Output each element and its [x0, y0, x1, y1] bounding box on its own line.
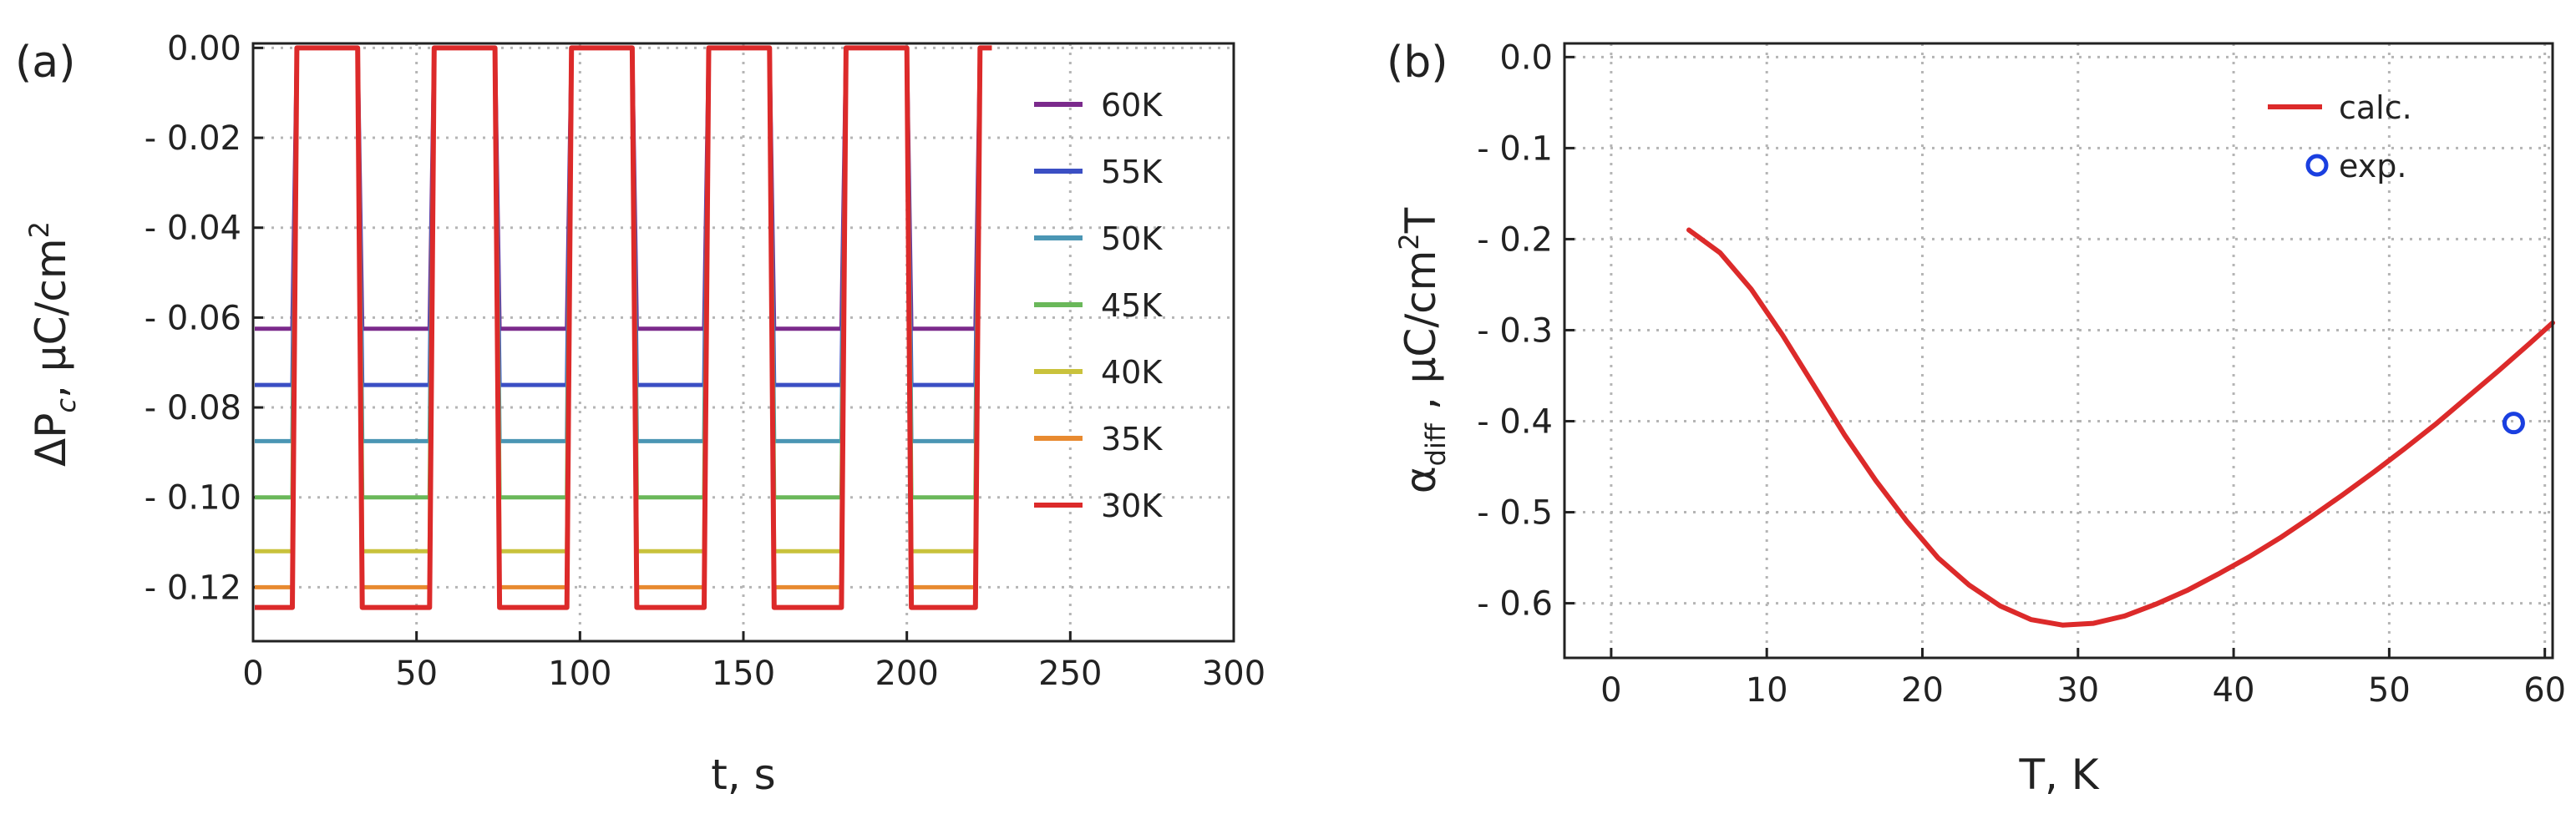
panel-b-legend-marker-exp [2305, 154, 2329, 177]
panel-a-series-45K [255, 45, 992, 500]
panel-b-y-tick-label-2: - 0.2 [1477, 220, 1553, 259]
panel-b-x-tick-label-4: 40 [2213, 671, 2255, 710]
panel-a-y-label-main: ΔP [27, 413, 75, 467]
panel-a-x-tick-label-3: 150 [712, 655, 775, 693]
panel-b-y-tick-label-6: - 0.6 [1477, 585, 1553, 624]
panel-b: (b) 0.0 - 0.1 - 0.2 - 0.3 - 0.4 - 0.5 - 0.6 0 1… [1387, 38, 2566, 799]
panel-b-y-tick-label-3: - 0.3 [1477, 311, 1553, 350]
panel-b-x-tick-label-1: 10 [1746, 671, 1788, 710]
panel-a-legend-label-50K: 50K [1101, 220, 1163, 257]
panel-b-y-label-sub: diff [1420, 422, 1452, 466]
panel-b-y-tick-label-1: - 0.1 [1477, 129, 1553, 168]
panel-a-legend-label-45K: 45K [1101, 287, 1163, 324]
panel-b-legend: calc. exp. [2268, 89, 2412, 185]
panel-b-y-tick-label-5: - 0.5 [1477, 494, 1553, 533]
panel-a-series-60K [255, 45, 992, 331]
panel-a-legend-label-35K: 35K [1101, 421, 1163, 458]
panel-a-series-50K [255, 45, 992, 443]
panel-b-y-ticks: 0.0 - 0.1 - 0.2 - 0.3 - 0.4 - 0.5 - 0.6 [1477, 38, 1575, 624]
panel-a-y-tick-label-2: - 0.04 [145, 210, 241, 248]
panel-a-x-tick-label-5: 250 [1038, 655, 1102, 693]
panel-a-legend: 60K 55K 50K 45K 40K 35K 30K [1034, 87, 1163, 524]
panel-a-y-ticks: 0.00 - 0.02 - 0.04 - 0.06 - 0.08 - 0.10 - 0.12 [145, 29, 263, 607]
panel-a-y-label: ΔPc, μC/cm2 [23, 221, 82, 467]
panel-b-legend-label-calc: calc. [2339, 89, 2412, 126]
panel-a-y-tick-label-5: - 0.10 [145, 479, 241, 518]
panel-a-y-tick-label-6: - 0.12 [145, 569, 241, 607]
panel-b-y-label-tail: T [1397, 207, 1445, 234]
panel-a: (a) 0.00 - 0.02 - 0.04 - 0.06 - 0.08 - 0.10 - … [15, 29, 1265, 799]
panel-a-series-40K [255, 45, 992, 554]
panel-a-y-tick-label-0: 0.00 [167, 29, 241, 68]
panel-a-y-tick-label-1: - 0.02 [145, 119, 241, 158]
panel-a-x-tick-label-4: 200 [875, 655, 938, 693]
panel-b-y-tick-label-0: 0.0 [1499, 38, 1553, 77]
panel-a-label: (a) [15, 38, 75, 88]
panel-b-x-tick-label-2: 20 [1901, 671, 1944, 710]
panel-a-legend-label-40K: 40K [1101, 354, 1163, 391]
panel-a-series-55K [255, 45, 992, 387]
panel-b-x-tick-label-3: 30 [2056, 671, 2099, 710]
panel-b-x-label: T, K [2018, 751, 2099, 799]
panel-a-legend-label-55K: 55K [1101, 154, 1163, 190]
panel-b-grid [1564, 43, 2553, 658]
panel-a-y-label-unit: , μC/cm [27, 238, 75, 398]
panel-a-legend-label-30K: 30K [1101, 488, 1163, 524]
panel-a-y-label-sup: 2 [23, 221, 55, 238]
panel-b-x-tick-label-0: 0 [1600, 671, 1621, 710]
panel-b-exp-point-0 [2502, 412, 2525, 435]
panel-a-x-tick-label-6: 300 [1202, 655, 1265, 693]
panel-b-y-label-main: α [1397, 466, 1445, 493]
panel-a-y-tick-label-4: - 0.08 [145, 389, 241, 427]
panel-a-series-30K [255, 45, 992, 610]
panel-b-y-label-sup: 2 [1393, 233, 1425, 250]
panel-b-frame [1563, 42, 2554, 660]
panel-a-x-tick-label-2: 100 [548, 655, 611, 693]
panel-a-y-label-sub: c [50, 398, 82, 413]
panel-b-y-label-unit: , μC/cm [1397, 250, 1445, 423]
panel-b-label: (b) [1387, 38, 1448, 88]
panel-a-x-ticks: 0 50 100 150 200 250 300 [242, 631, 1265, 693]
panel-b-x-tick-label-6: 60 [2523, 671, 2566, 710]
panel-a-frame [251, 42, 1235, 643]
panel-b-legend-label-exp: exp. [2339, 148, 2406, 185]
panel-a-series [255, 45, 992, 610]
panel-b-y-label: αdiff , μC/cm2T [1393, 207, 1452, 493]
panel-b-y-tick-label-4: - 0.4 [1477, 403, 1553, 442]
panel-b-x-tick-label-5: 50 [2368, 671, 2411, 710]
panel-a-legend-label-60K: 60K [1101, 87, 1163, 124]
panel-b-series-calc [1686, 227, 2555, 628]
panel-a-y-tick-label-3: - 0.06 [145, 299, 241, 337]
panel-b-series [1686, 227, 2555, 628]
panel-a-x-tick-label-0: 0 [242, 655, 263, 693]
panel-a-x-tick-label-1: 50 [395, 655, 438, 693]
panel-b-x-ticks: 0 10 20 30 40 50 60 [1600, 648, 2566, 710]
panel-a-x-label: t, s [711, 751, 775, 799]
